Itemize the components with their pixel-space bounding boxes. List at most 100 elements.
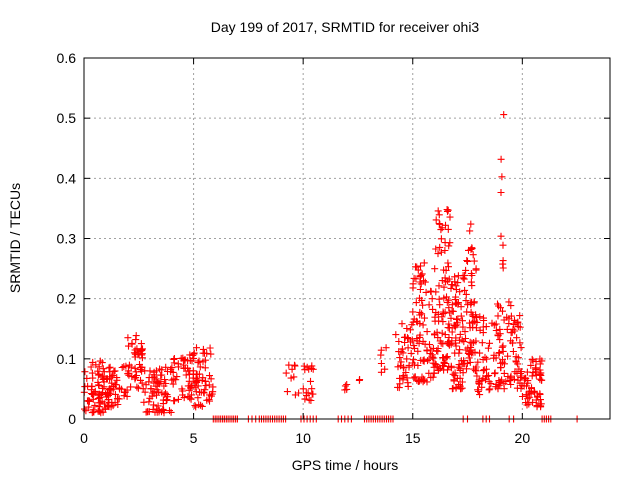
data-point: [381, 365, 389, 373]
data-point: [451, 372, 459, 380]
data-point: [169, 380, 177, 388]
data-point: [446, 239, 454, 247]
data-point: [287, 374, 295, 382]
data-point: [132, 332, 140, 340]
data-point: [160, 382, 168, 390]
y-tick-label: 0.6: [57, 50, 77, 66]
data-point: [416, 286, 424, 293]
data-point: [437, 235, 445, 243]
data-point: [423, 346, 431, 354]
data-point: [445, 304, 453, 312]
data-point: [84, 382, 92, 390]
data-point: [446, 213, 454, 221]
data-point: [474, 358, 482, 366]
data-point: [207, 350, 215, 358]
data-point: [497, 155, 505, 163]
data-point: [417, 271, 425, 279]
data-point: [511, 327, 519, 335]
data-point: [303, 392, 310, 400]
data-point: [516, 339, 524, 347]
data-point: [456, 346, 464, 354]
data-point: [432, 245, 440, 253]
data-point: [494, 331, 502, 339]
data-point: [480, 366, 488, 374]
data-point: [107, 373, 115, 381]
data-point: [447, 284, 455, 292]
data-point: [473, 372, 481, 380]
data-point: [532, 358, 540, 366]
data-point: [106, 363, 114, 371]
data-point: [447, 340, 455, 348]
data-point: [444, 366, 451, 374]
data-point: [122, 388, 129, 396]
data-point: [415, 339, 423, 347]
data-point: [377, 351, 385, 359]
data-point: [438, 329, 446, 337]
data-point: [206, 397, 213, 405]
data-point: [452, 299, 460, 307]
data-point: [414, 362, 422, 369]
data-point: [511, 368, 519, 376]
data-point: [111, 390, 119, 398]
data-point: [525, 400, 533, 408]
x-tick-label: 0: [80, 430, 88, 446]
data-point: [399, 373, 407, 381]
data-point: [94, 371, 102, 379]
data-point: [105, 364, 113, 372]
data-point: [308, 362, 316, 370]
data-point: [467, 220, 475, 228]
data-point: [480, 317, 488, 324]
data-point: [411, 344, 418, 352]
data-point: [500, 316, 508, 324]
data-point: [535, 400, 543, 408]
data-point: [120, 363, 128, 371]
data-point: [517, 344, 525, 352]
data-point: [161, 376, 169, 384]
data-point: [188, 391, 195, 399]
data-point: [429, 305, 437, 313]
data-point: [435, 282, 443, 290]
data-point: [136, 361, 143, 368]
data-point: [192, 388, 200, 396]
data-point: [410, 356, 417, 364]
data-point: [500, 385, 508, 393]
data-point: [404, 334, 411, 342]
data-point: [444, 339, 451, 347]
data-point: [472, 265, 480, 273]
data-point: [462, 290, 470, 298]
data-point: [538, 376, 546, 384]
data-points: [80, 111, 581, 423]
data-point: [443, 206, 451, 213]
data-point: [194, 376, 202, 384]
data-point: [148, 392, 156, 400]
data-point: [468, 339, 476, 347]
data-point: [169, 368, 177, 376]
data-point: [476, 313, 484, 321]
data-point: [500, 111, 508, 119]
data-point: [499, 257, 507, 265]
data-point: [427, 374, 435, 382]
data-point: [166, 407, 173, 415]
data-point: [162, 363, 170, 371]
data-point: [475, 379, 483, 387]
data-point: [422, 288, 430, 296]
x-axis-label: GPS time / hours: [292, 457, 399, 473]
data-point: [414, 347, 422, 355]
data-point: [185, 377, 193, 385]
data-point: [185, 370, 193, 378]
chart-title: Day 199 of 2017, SRMTID for receiver ohi…: [211, 19, 480, 35]
data-point: [497, 304, 504, 312]
data-point: [134, 384, 142, 392]
data-point: [434, 250, 442, 258]
data-point: [505, 298, 513, 306]
data-point: [478, 339, 486, 347]
data-point: [85, 403, 93, 411]
data-point: [201, 349, 208, 357]
data-point: [537, 396, 544, 404]
data-point: [472, 365, 479, 373]
data-point: [416, 273, 424, 281]
data-point: [109, 382, 117, 390]
data-point: [407, 349, 415, 357]
data-point: [412, 275, 420, 283]
data-point: [437, 226, 445, 234]
